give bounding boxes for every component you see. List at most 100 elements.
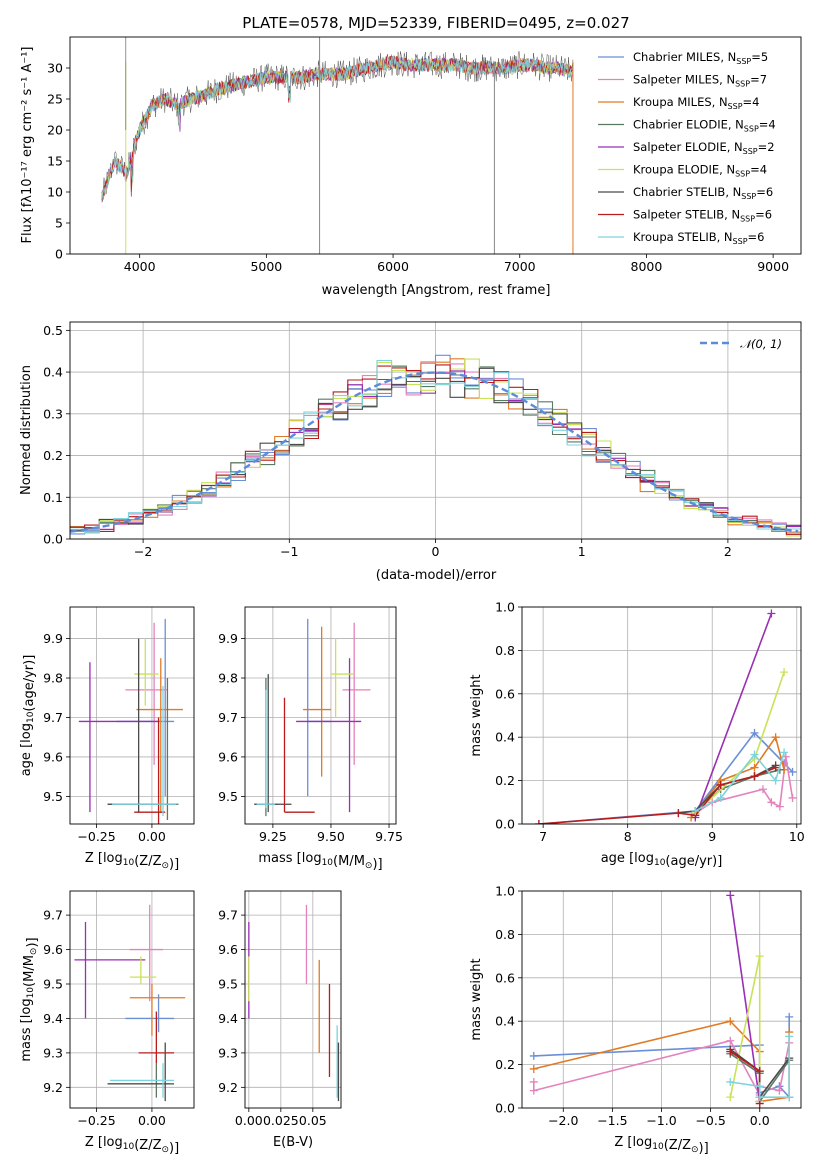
x-tick-label: 8 (624, 829, 632, 844)
weight-marker-7 (674, 809, 683, 818)
mass-weight-vs-metallicity-panel: −2.0 −1.5 −1.0 −0.5 0.0 0.0 0.2 0.4 0.6 0.8 1.0 Z [… (469, 884, 802, 1156)
age-vs-metallicity-panel: −0.25 0.00 9.5 9.6 9.7 9.8 9.9 Z [log10(Z/Z⊙)] a… (19, 606, 195, 872)
mass-weight-vs-age-panel: 7 8 9 10 0.0 0.2 0.4 0.6 0.8 1.0 age [log10(age/yr… (469, 600, 805, 870)
x-tick-label: 7000 (504, 259, 536, 274)
weight-marker-7 (750, 772, 759, 781)
x-tick-label: 8000 (631, 259, 663, 274)
axes-frame (69, 606, 195, 825)
plot-area (534, 609, 797, 824)
y-tick-label: 0.2 (495, 773, 515, 788)
x-tick-label: 2 (724, 544, 732, 559)
legend-entry-7: Salpeter STELIB, NSSP=6 (633, 208, 772, 224)
x-tick-label: 9000 (757, 259, 789, 274)
axes-frame (521, 606, 802, 825)
y-tick-label: 0.8 (495, 927, 515, 942)
legend-entry-1: Salpeter MILES, NSSP=7 (633, 73, 767, 89)
y-axis-label: Normed distribution (19, 365, 34, 495)
x-tick-label: 0.00 (235, 1113, 263, 1128)
y-tick-label: 9.3 (43, 1045, 63, 1060)
weight-marker-8 (691, 806, 700, 815)
x-tick-label: −0.25 (77, 1113, 115, 1128)
x-tick-label: 0.025 (263, 1113, 299, 1128)
x-tick-label: 9.50 (317, 829, 345, 844)
weight-marker-1 (726, 1036, 735, 1045)
y-tick-label: 1.0 (495, 884, 515, 899)
y-tick-label: 0.1 (43, 490, 63, 505)
axes-frame (69, 890, 195, 1109)
y-tick-label: 0.0 (495, 817, 515, 832)
weight-marker-1 (529, 1086, 538, 1095)
x-axis-label: E(B-V) (273, 1135, 313, 1150)
y-tick-label: 9.5 (218, 977, 238, 992)
x-tick-label: 7 (539, 829, 547, 844)
x-tick-label: 1 (578, 544, 586, 559)
x-axis-label: wavelength [Angstrom, rest frame] (322, 283, 551, 298)
weight-marker-8 (771, 776, 780, 785)
x-tick-label: −1.5 (597, 1113, 627, 1128)
legend-entry-6: Chabrier STELIB, NSSP=6 (633, 185, 773, 201)
y-tick-label: 9.6 (218, 749, 238, 764)
x-tick-label: 9.75 (375, 829, 403, 844)
x-axis-label: Z [log10(Z/Z⊙)] (614, 1135, 708, 1156)
axes-frame (521, 890, 802, 1109)
mass-vs-extinction-panel: 0.00 0.025 0.05 9.2 9.3 9.4 9.5 9.6 9.7 E(B-V) (218, 890, 342, 1150)
x-tick-label: 9 (708, 829, 716, 844)
plot-area (101, 37, 574, 254)
y-axis-label: mass weight (469, 674, 484, 756)
mass-vs-metallicity-panel: −0.25 0.00 9.2 9.3 9.4 9.5 9.6 9.7 Z [log10(Z/Z⊙… (19, 890, 195, 1156)
histogram-8 (70, 359, 801, 534)
y-tick-label: 9.5 (43, 789, 63, 804)
weight-marker-4 (767, 609, 776, 618)
x-tick-label: −1.0 (646, 1113, 676, 1128)
histogram-7 (70, 364, 801, 535)
weight-marker-2 (771, 733, 780, 742)
weight-marker-5 (755, 952, 764, 961)
weight-marker-4 (726, 891, 735, 900)
legend-entry-0: Chabrier MILES, NSSP=5 (633, 50, 768, 66)
x-tick-label: 0.00 (138, 829, 166, 844)
y-tick-label: 15 (47, 154, 63, 169)
plot-area (248, 904, 340, 1102)
y-tick-label: 9.7 (43, 710, 63, 725)
x-tick-label: −0.5 (695, 1113, 725, 1128)
weight-marker-1 (767, 798, 776, 807)
y-tick-label: 0.6 (495, 686, 515, 701)
weight-marker-2 (726, 1017, 735, 1026)
y-tick-label: 0.0 (43, 532, 63, 547)
y-tick-label: 9.7 (218, 908, 238, 923)
x-axis-label: mass [log10(M/M⊙)] (258, 851, 382, 872)
y-tick-label: 9.5 (218, 789, 238, 804)
weight-marker-8 (716, 793, 725, 802)
y-axis-label: Flux [fλ10⁻¹⁷ erg cm⁻² s⁻¹ A⁻¹] (20, 47, 35, 244)
x-tick-label: 0.05 (299, 1113, 327, 1128)
weight-marker-8 (755, 1093, 764, 1102)
legend-entry-normal: 𝒩(0, 1) (740, 337, 782, 351)
weight-marker-8 (750, 750, 759, 759)
x-tick-label: 6000 (377, 259, 409, 274)
x-tick-label: 5000 (250, 259, 282, 274)
y-tick-label: 9.2 (43, 1080, 63, 1095)
weight-marker-7 (726, 1047, 735, 1056)
y-axis-label: mass [log10(M/M⊙)] (19, 937, 40, 1061)
y-tick-label: 0.8 (495, 643, 515, 658)
y-tick-label: 9.8 (218, 671, 238, 686)
axes-frame (69, 36, 802, 255)
y-tick-label: 0.4 (43, 365, 63, 380)
axes-frame (244, 606, 397, 825)
x-tick-label: 0.00 (138, 1113, 166, 1128)
spectrum-line-3 (101, 55, 574, 200)
weight-marker-7 (771, 763, 780, 772)
weight-marker-8 (755, 1082, 764, 1091)
y-tick-label: 9.6 (43, 942, 63, 957)
weight-marker-0 (788, 767, 797, 776)
y-tick-label: 0.2 (495, 1057, 515, 1072)
weight-marker-7 (755, 1067, 764, 1076)
x-axis-label: Z [log10(Z/Z⊙)] (85, 851, 179, 872)
weight-marker-1 (788, 793, 797, 802)
y-tick-label: 9.4 (218, 1011, 238, 1026)
x-tick-label: 4000 (124, 259, 156, 274)
y-axis-label: age [log10(age/yr)] (19, 655, 37, 777)
weight-line-7 (538, 766, 776, 824)
x-axis-label: Z [log10(Z/Z⊙)] (85, 1135, 179, 1156)
